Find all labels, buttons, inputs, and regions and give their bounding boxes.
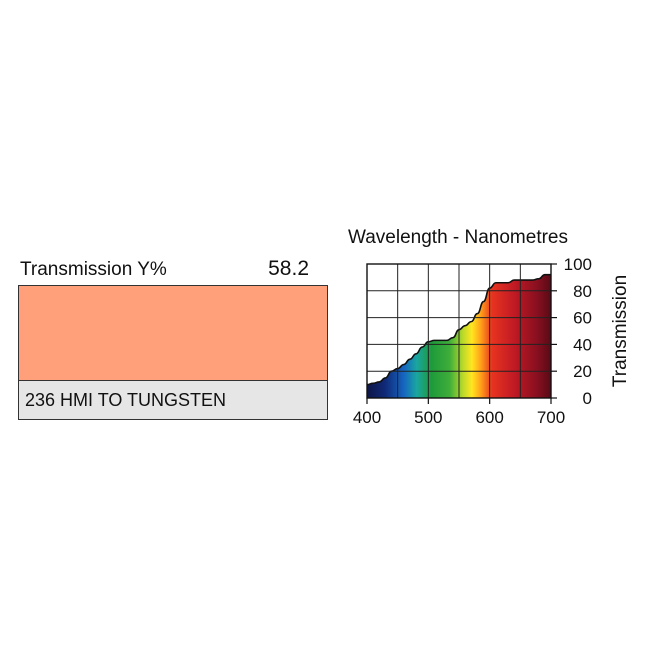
y-tick-label: 0	[583, 389, 592, 408]
y-tick-label: 60	[573, 309, 592, 328]
x-tick-label: 700	[537, 408, 565, 427]
transmission-label: Transmission Y%	[20, 259, 167, 280]
filter-swatch-card: Transmission Y% 58.2 236 HMI TO TUNGSTEN	[18, 255, 331, 425]
x-tick-label: 500	[414, 408, 442, 427]
y-tick-label: 100	[564, 255, 592, 274]
y-tick-label: 40	[573, 335, 592, 354]
y-tick-label: 20	[573, 362, 592, 381]
chart-title: Wavelength - Nanometres	[348, 227, 568, 248]
x-tick-label: 400	[353, 408, 381, 427]
y-axis-label: Transmission	[610, 275, 631, 387]
y-tick-label: 80	[573, 282, 592, 301]
color-swatch	[18, 285, 328, 381]
transmission-value: 58.2	[268, 257, 309, 280]
x-tick-label: 600	[475, 408, 503, 427]
plot-frame	[366, 263, 552, 399]
filter-name: 236 HMI TO TUNGSTEN	[25, 390, 227, 410]
filter-name-bar: 236 HMI TO TUNGSTEN	[18, 381, 328, 420]
